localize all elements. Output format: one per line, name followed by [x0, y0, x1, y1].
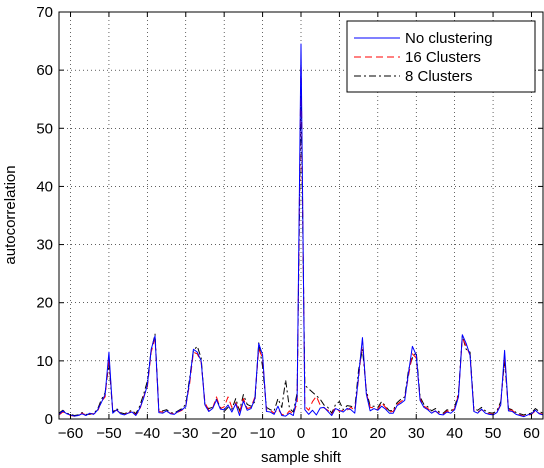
- series-line-8-clusters: [58, 95, 544, 417]
- x-tick-label: 10: [331, 425, 348, 442]
- x-tick-label: 0: [297, 425, 305, 442]
- legend-label-no-clustering: No clustering: [405, 30, 493, 47]
- x-tick-label: 50: [485, 425, 502, 442]
- axis-ticks: [59, 11, 543, 420]
- x-tick-label: −10: [250, 425, 275, 442]
- series-layer: [58, 43, 544, 418]
- x-tick-label: −50: [96, 425, 121, 442]
- y-tick-label: 30: [36, 237, 53, 254]
- y-tick-label: 70: [36, 4, 53, 21]
- legend-label-8-clusters: 8 Clusters: [405, 68, 473, 85]
- x-tick-label: 40: [446, 425, 463, 442]
- y-tick-label: 0: [45, 411, 53, 428]
- legend: No clustering 16 Clusters 8 Clusters: [346, 20, 536, 93]
- y-tick-label: 20: [36, 295, 53, 312]
- x-tick-labels: −60 −50 −40 −30 −20 −10 0 10 20 30 40 50 60: [58, 425, 540, 442]
- y-tick-label: 10: [36, 353, 53, 370]
- x-tick-label: −40: [135, 425, 160, 442]
- x-axis-label: sample shift: [261, 449, 342, 466]
- x-tick-label: 20: [369, 425, 386, 442]
- x-tick-label: −30: [173, 425, 198, 442]
- y-tick-label: 60: [36, 62, 53, 79]
- legend-label-16-clusters: 16 Clusters: [405, 49, 481, 66]
- y-axis-label: autocorrelation: [2, 165, 19, 264]
- series-line-no-clustering: [58, 43, 544, 418]
- x-tick-label: 60: [523, 425, 540, 442]
- x-tick-label: −20: [211, 425, 236, 442]
- x-tick-label: 30: [408, 425, 425, 442]
- x-tick-label: −60: [58, 425, 83, 442]
- y-tick-label: 40: [36, 178, 53, 195]
- y-tick-label: 50: [36, 120, 53, 137]
- y-tick-labels: 0 10 20 30 40 50 60 70: [36, 4, 53, 428]
